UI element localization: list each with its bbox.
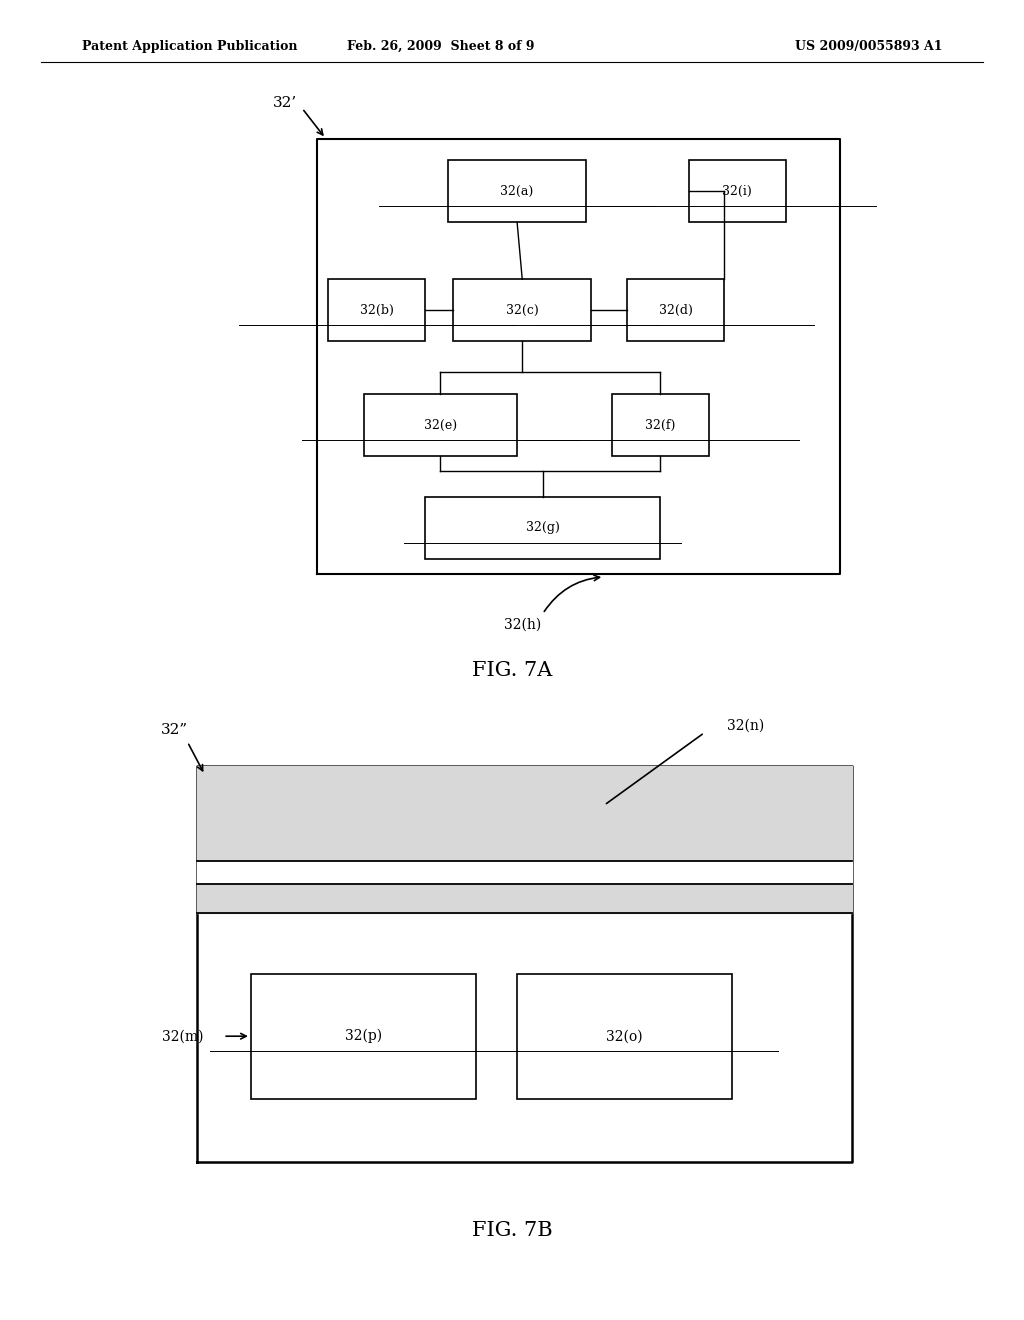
Bar — [425, 496, 660, 560]
Text: Patent Application Publication: Patent Application Publication — [82, 40, 297, 53]
Text: 32(a): 32(a) — [501, 185, 534, 198]
Text: 32(b): 32(b) — [359, 304, 394, 317]
Bar — [449, 161, 586, 223]
Text: 32(i): 32(i) — [722, 185, 753, 198]
Text: 32(n): 32(n) — [727, 719, 764, 733]
Text: FIG. 7B: FIG. 7B — [472, 1221, 552, 1239]
Text: Feb. 26, 2009  Sheet 8 of 9: Feb. 26, 2009 Sheet 8 of 9 — [346, 40, 535, 53]
Text: 32(p): 32(p) — [345, 1030, 382, 1043]
Text: 32(h): 32(h) — [504, 618, 541, 631]
Bar — [517, 974, 732, 1098]
Bar — [612, 393, 709, 455]
Text: 32(g): 32(g) — [525, 521, 560, 535]
Text: FIG. 7A: FIG. 7A — [472, 661, 552, 680]
Bar — [627, 279, 725, 341]
Text: 32(d): 32(d) — [658, 304, 693, 317]
Bar — [453, 279, 592, 341]
Bar — [364, 393, 517, 455]
Text: 32”: 32” — [161, 723, 187, 737]
Text: 32(c): 32(c) — [506, 304, 539, 317]
Text: US 2009/0055893 A1: US 2009/0055893 A1 — [795, 40, 942, 53]
Bar — [328, 279, 426, 341]
Bar — [251, 974, 476, 1098]
Text: 32(f): 32(f) — [645, 418, 676, 432]
Text: 32(o): 32(o) — [606, 1030, 643, 1043]
Text: 32’: 32’ — [272, 96, 297, 110]
Text: 32(e): 32(e) — [424, 418, 457, 432]
Bar — [688, 161, 786, 223]
Text: 32(m): 32(m) — [162, 1030, 203, 1043]
